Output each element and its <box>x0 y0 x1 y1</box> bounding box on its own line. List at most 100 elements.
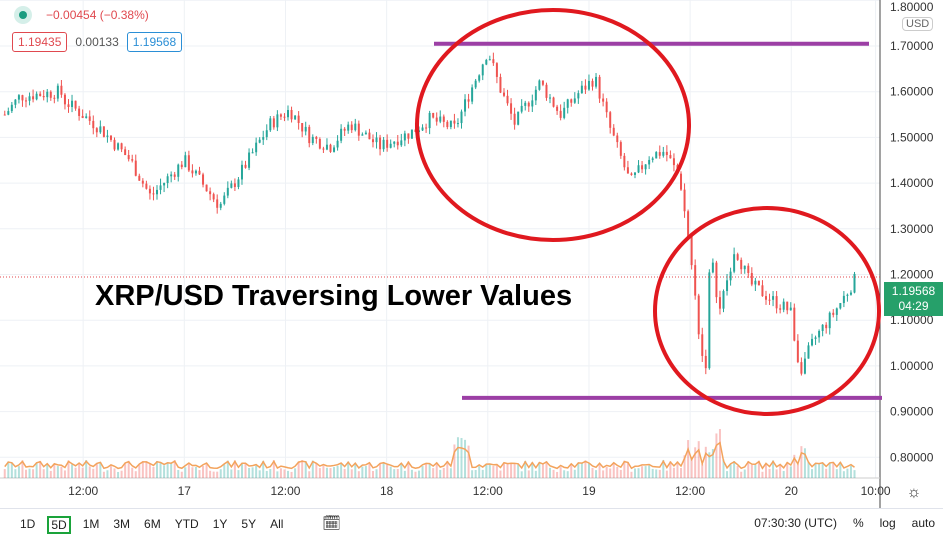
candle-body <box>807 345 810 359</box>
volume-bar <box>294 468 297 478</box>
candle-body <box>184 155 187 168</box>
highlight-ellipse-top <box>415 8 691 242</box>
x-tick-label: 17 <box>178 484 192 498</box>
volume-bar <box>510 463 513 478</box>
volume-bar <box>672 467 675 478</box>
candle-body <box>449 120 452 128</box>
auto-toggle[interactable]: auto <box>911 516 935 530</box>
candle-body <box>240 164 243 180</box>
currency-label[interactable]: USD <box>902 17 934 31</box>
volume-bar <box>580 463 583 478</box>
volume-bar <box>379 463 382 478</box>
volume-bar <box>184 467 187 478</box>
volume-bar <box>368 462 371 478</box>
candle-body <box>701 334 704 356</box>
range-5y[interactable]: 5Y <box>241 517 257 531</box>
volume-bar <box>747 461 750 478</box>
volume-bar <box>304 461 307 478</box>
candle-body <box>297 115 300 124</box>
candle-body <box>577 93 580 99</box>
range-3m[interactable]: 3M <box>113 517 131 531</box>
candle-body <box>187 155 190 171</box>
candle-body <box>669 155 672 159</box>
volume-bar <box>811 469 814 478</box>
ask-price[interactable]: 1.19568 <box>126 32 183 52</box>
volume-bar <box>761 471 764 478</box>
volume-bar <box>248 467 251 478</box>
volume-bar <box>74 467 77 478</box>
candle-body <box>95 128 98 133</box>
log-toggle[interactable]: log <box>879 516 896 530</box>
volume-bar <box>141 461 144 478</box>
candle-body <box>287 109 290 118</box>
volume-bar <box>343 468 346 478</box>
volume-bar <box>630 471 633 478</box>
candle-body <box>757 280 760 286</box>
volume-bar <box>191 467 194 478</box>
candle-body <box>56 85 59 99</box>
candle-body <box>347 124 350 131</box>
candle-body <box>609 112 612 128</box>
candle-body <box>283 116 286 118</box>
volume-bar <box>754 465 757 478</box>
volume-bar <box>818 464 821 478</box>
volume-bar <box>269 469 272 478</box>
bid-price[interactable]: 1.19435 <box>12 32 68 52</box>
range-all[interactable]: All <box>270 517 284 531</box>
candle-body <box>655 152 658 159</box>
candle-body <box>680 173 683 190</box>
candle-body <box>276 114 279 128</box>
candle-body <box>205 184 208 192</box>
candle-body <box>743 265 746 270</box>
price-chart[interactable]: 12:00 17 12:00 18 12:00 19 12:00 20 10:00 1.80000… <box>0 0 943 508</box>
candle-body <box>499 76 502 93</box>
volume-bar <box>587 462 590 478</box>
volume-bar <box>757 460 760 478</box>
candle-body <box>446 121 449 128</box>
percent-toggle[interactable]: % <box>852 516 864 530</box>
candle-body <box>379 137 382 150</box>
volume-bar <box>538 462 541 478</box>
candle-body <box>389 143 392 148</box>
candle-body <box>598 76 601 99</box>
candle-body <box>818 330 821 338</box>
range-6m[interactable]: 6M <box>144 517 161 531</box>
candle-body <box>255 142 258 153</box>
candle-body <box>722 291 725 309</box>
candle-body <box>471 87 474 102</box>
volume-bar <box>322 465 325 478</box>
candle-body <box>393 141 396 144</box>
candle-body <box>637 165 640 173</box>
candle-body <box>400 140 403 146</box>
volume-bar <box>134 471 137 478</box>
x-tick-label: 10:00 <box>861 484 891 498</box>
candle-body <box>623 155 626 168</box>
candle-body <box>761 285 764 297</box>
candle-body <box>336 140 339 148</box>
range-1d[interactable]: 1D <box>20 517 36 531</box>
volume-bar <box>382 462 385 478</box>
range-ytd[interactable]: YTD <box>174 517 199 531</box>
candle-body <box>580 85 583 94</box>
volume-bar <box>502 462 505 478</box>
candle-body <box>407 133 410 139</box>
date-range-icon[interactable]: 🗓 <box>322 515 342 532</box>
volume-bar <box>212 471 215 478</box>
candle-body <box>488 59 491 61</box>
volume-bar <box>28 468 31 478</box>
range-1m[interactable]: 1M <box>82 517 100 531</box>
candle-body <box>180 164 183 168</box>
volume-bar <box>488 464 491 478</box>
candle-body <box>163 183 166 186</box>
volume-bar <box>743 469 746 478</box>
range-5d[interactable]: 5D <box>47 516 71 534</box>
volume-bar <box>7 461 10 478</box>
candle-body <box>92 120 95 129</box>
candle-body <box>170 174 173 177</box>
candle-body <box>474 80 477 88</box>
volume-bar <box>209 470 212 478</box>
volume-bar <box>602 470 605 478</box>
range-1y[interactable]: 1Y <box>212 517 228 531</box>
candle-body <box>325 144 328 150</box>
candle-body <box>630 173 633 175</box>
